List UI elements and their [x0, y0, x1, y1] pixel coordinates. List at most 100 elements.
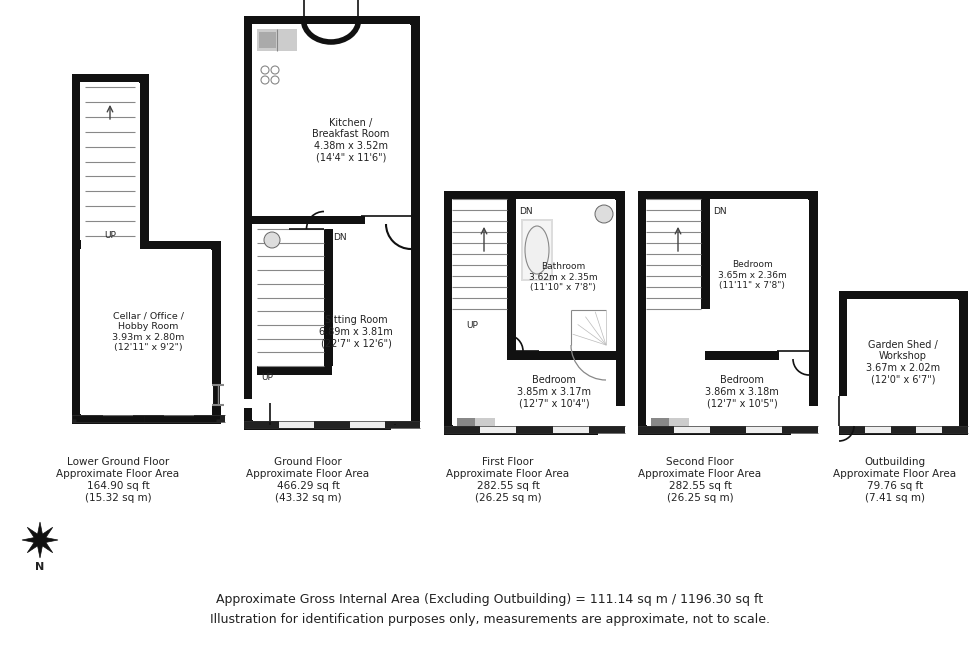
- Bar: [444, 191, 625, 200]
- Text: Kitchen /
Breakfast Room
4.38m x 3.52m
(14'4" x 11'6"): Kitchen / Breakfast Room 4.38m x 3.52m (…: [313, 118, 390, 163]
- Bar: [638, 426, 818, 435]
- Bar: [80, 82, 139, 240]
- Text: DN: DN: [713, 208, 727, 217]
- Text: DN: DN: [519, 208, 533, 217]
- Bar: [80, 249, 211, 414]
- Text: Ground Floor: Ground Floor: [274, 457, 342, 467]
- Bar: [452, 199, 615, 425]
- Text: 466.29 sq ft: 466.29 sq ft: [276, 481, 339, 491]
- Bar: [847, 299, 958, 425]
- Bar: [782, 426, 818, 433]
- Text: (26.25 sq m): (26.25 sq m): [474, 493, 541, 503]
- Bar: [252, 224, 410, 420]
- Polygon shape: [22, 522, 58, 558]
- Bar: [72, 415, 103, 422]
- Bar: [279, 421, 315, 428]
- Bar: [710, 426, 746, 433]
- Bar: [651, 418, 669, 426]
- Bar: [638, 426, 674, 433]
- Text: (26.25 sq m): (26.25 sq m): [666, 493, 733, 503]
- Bar: [244, 20, 253, 224]
- Bar: [598, 426, 625, 435]
- Bar: [411, 216, 420, 430]
- Bar: [839, 426, 864, 433]
- Bar: [779, 351, 809, 360]
- Bar: [507, 351, 621, 360]
- Ellipse shape: [525, 226, 549, 274]
- Bar: [457, 418, 475, 426]
- Bar: [133, 415, 164, 422]
- Bar: [257, 366, 332, 375]
- Bar: [669, 418, 689, 426]
- Bar: [475, 418, 495, 426]
- Bar: [616, 191, 625, 435]
- Bar: [350, 421, 385, 428]
- Bar: [391, 421, 420, 430]
- Text: Illustration for identification purposes only, measurements are approximate, not: Illustration for identification purposes…: [210, 614, 770, 626]
- Bar: [444, 191, 453, 435]
- Text: Approximate Floor Area: Approximate Floor Area: [833, 469, 956, 479]
- Bar: [480, 426, 516, 433]
- Bar: [444, 426, 480, 433]
- Text: UP: UP: [104, 231, 116, 240]
- Bar: [212, 385, 224, 405]
- Bar: [140, 241, 221, 250]
- Text: Second Floor: Second Floor: [666, 457, 734, 467]
- Text: (43.32 sq m): (43.32 sq m): [274, 493, 341, 503]
- Text: 282.55 sq ft: 282.55 sq ft: [476, 481, 539, 491]
- Bar: [72, 74, 149, 83]
- Bar: [891, 426, 916, 433]
- Bar: [705, 351, 803, 360]
- Bar: [507, 199, 516, 355]
- Circle shape: [264, 232, 280, 248]
- Bar: [252, 24, 410, 220]
- Bar: [864, 426, 891, 433]
- Bar: [674, 426, 710, 433]
- Bar: [809, 191, 818, 435]
- Bar: [516, 426, 553, 433]
- Text: N: N: [35, 562, 45, 572]
- Bar: [164, 415, 194, 422]
- Bar: [553, 426, 589, 433]
- Bar: [194, 415, 225, 422]
- Text: UP: UP: [466, 321, 478, 330]
- Text: (15.32 sq m): (15.32 sq m): [84, 493, 151, 503]
- Bar: [523, 221, 551, 279]
- Bar: [365, 216, 415, 225]
- Text: DN: DN: [333, 232, 347, 242]
- Text: Bathroom
3.62m x 2.35m
(11'10" x 7'8"): Bathroom 3.62m x 2.35m (11'10" x 7'8"): [528, 262, 598, 292]
- Bar: [72, 78, 81, 423]
- Text: First Floor: First Floor: [482, 457, 534, 467]
- Bar: [244, 216, 420, 225]
- Text: Bedroom
3.86m x 3.18m
(12'7" x 10'5"): Bedroom 3.86m x 3.18m (12'7" x 10'5"): [706, 375, 779, 409]
- Text: Approximate Floor Area: Approximate Floor Area: [246, 469, 369, 479]
- Bar: [244, 16, 420, 25]
- Bar: [259, 32, 276, 48]
- Bar: [589, 426, 625, 433]
- Text: Bedroom
3.85m x 3.17m
(12'7" x 10'4"): Bedroom 3.85m x 3.17m (12'7" x 10'4"): [517, 375, 591, 409]
- Bar: [103, 415, 133, 422]
- Bar: [244, 421, 279, 428]
- Bar: [746, 426, 782, 433]
- Bar: [385, 421, 420, 428]
- Text: Cellar / Office /
Hobby Room
3.93m x 2.80m
(12'11" x 9'2"): Cellar / Office / Hobby Room 3.93m x 2.8…: [112, 312, 184, 352]
- Bar: [916, 426, 942, 433]
- Text: Outbuilding: Outbuilding: [864, 457, 925, 467]
- Bar: [942, 426, 968, 433]
- Text: 79.76 sq ft: 79.76 sq ft: [867, 481, 923, 491]
- Bar: [140, 78, 149, 245]
- Bar: [791, 426, 818, 435]
- Text: Garden Shed /
Workshop
3.67m x 2.02m
(12'0" x 6'7"): Garden Shed / Workshop 3.67m x 2.02m (12…: [866, 340, 940, 385]
- Text: 282.55 sq ft: 282.55 sq ft: [668, 481, 731, 491]
- Bar: [244, 421, 420, 430]
- Bar: [616, 406, 625, 426]
- Bar: [444, 426, 625, 435]
- Text: Lower Ground Floor: Lower Ground Floor: [67, 457, 170, 467]
- Text: Approximate Floor Area: Approximate Floor Area: [638, 469, 761, 479]
- Text: (7.41 sq m): (7.41 sq m): [865, 493, 925, 503]
- Text: Approximate Floor Area: Approximate Floor Area: [447, 469, 569, 479]
- Bar: [646, 199, 808, 425]
- Bar: [809, 406, 818, 426]
- Bar: [959, 291, 968, 435]
- Bar: [244, 399, 275, 408]
